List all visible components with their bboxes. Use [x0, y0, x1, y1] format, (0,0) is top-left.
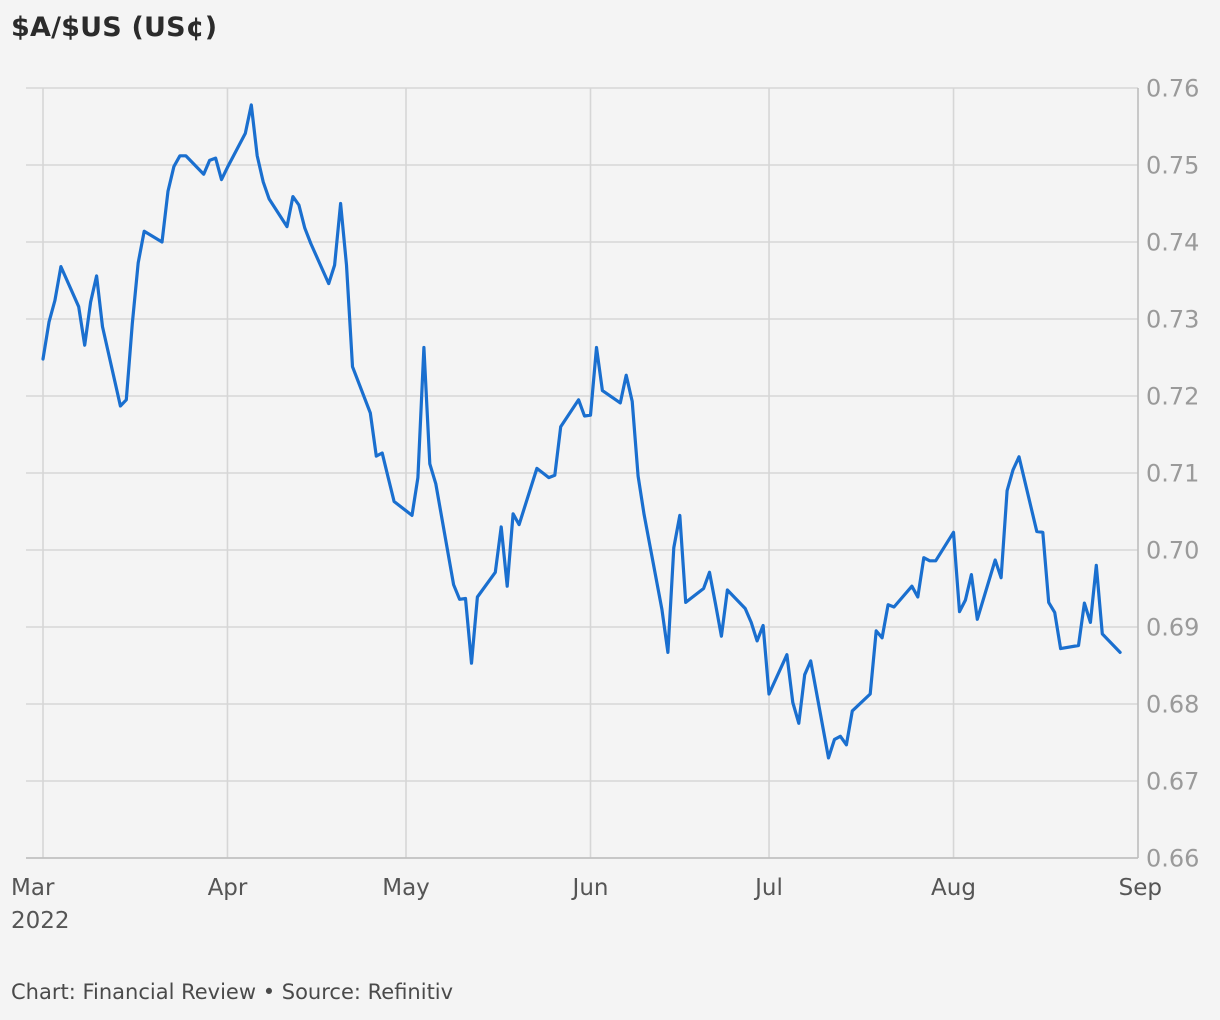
y-tick-label: 0.67: [1146, 768, 1199, 796]
x-tick-label: Sep: [1119, 875, 1162, 901]
chart-axes: [26, 88, 1139, 859]
y-tick-label: 0.76: [1146, 75, 1199, 103]
y-tick-label: 0.75: [1146, 152, 1199, 180]
y-tick-label: 0.72: [1146, 383, 1199, 411]
y-tick-label: 0.66: [1146, 845, 1199, 873]
chart-source-footer: Chart: Financial Review • Source: Refini…: [11, 980, 454, 1004]
chart-title: $A/$US (US¢): [11, 12, 218, 43]
chart-grid: [26, 87, 1138, 859]
y-axis-labels: 0.76 0.75 0.74 0.73 0.72 0.71 0.70 0.69 0.68 0.67…: [1146, 75, 1199, 873]
y-tick-label: 0.73: [1146, 306, 1199, 334]
x-tick-label: Jul: [753, 875, 783, 901]
y-tick-label: 0.69: [1146, 614, 1199, 642]
x-tick-label: May: [382, 875, 430, 901]
y-tick-label: 0.70: [1146, 537, 1199, 565]
x-tick-label: Jun: [571, 875, 609, 901]
x-tick-label: Aug: [931, 875, 976, 901]
y-tick-label: 0.74: [1146, 229, 1199, 257]
x-tick-label: Mar: [11, 875, 55, 901]
y-tick-label: 0.68: [1146, 691, 1199, 719]
x-tick-label: Apr: [208, 875, 248, 901]
x-tick-sublabel: 2022: [11, 908, 70, 934]
x-axis-labels: Mar 2022 Apr May Jun Jul Aug Sep: [11, 875, 1162, 934]
series-line: [41, 103, 1122, 760]
y-tick-label: 0.71: [1146, 460, 1199, 488]
